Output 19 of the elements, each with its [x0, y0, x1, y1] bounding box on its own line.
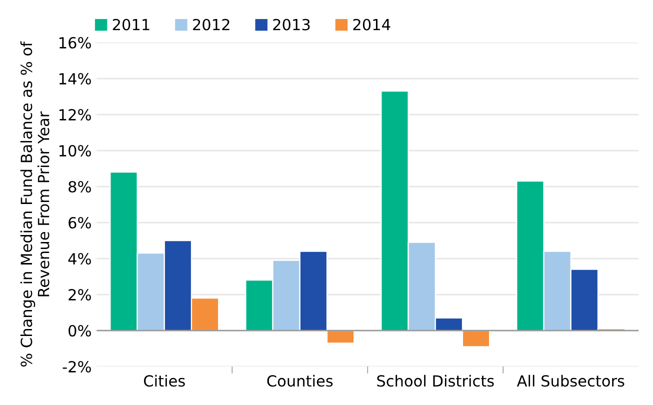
x-tick-label: School Districts: [377, 374, 494, 387]
y-tick-label: -2%: [62, 360, 91, 373]
legend-label: 2014: [353, 18, 390, 30]
y-tick-label: 14%: [60, 72, 91, 85]
y-tick-label: 0%: [68, 324, 91, 337]
y-tick-label: 10%: [60, 144, 91, 157]
y-tick-label: 6%: [68, 216, 91, 229]
y-tick-label: 16%: [60, 36, 91, 49]
y-tick-label: 12%: [60, 108, 91, 121]
x-tick-label: Cities: [144, 374, 185, 387]
legend-label: 2013: [273, 18, 310, 30]
y-tick-label: 2%: [68, 288, 91, 301]
x-tick-label: All Subsectors: [516, 374, 624, 387]
y-axis-title: % Change in Median Fund Balance as % of Revenue From Prior Year: [20, 41, 50, 367]
y-tick-label: 8%: [68, 180, 91, 193]
legend-label: 2011: [112, 18, 150, 30]
legend-label: 2012: [193, 18, 230, 30]
y-tick-label: 4%: [68, 252, 91, 265]
x-tick-label: Counties: [267, 374, 333, 387]
